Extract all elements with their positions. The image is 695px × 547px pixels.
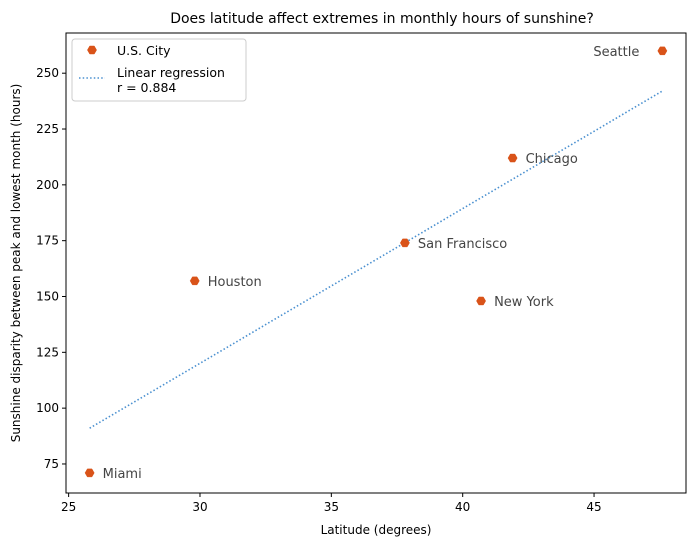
- point-label-new-york: New York: [494, 295, 554, 310]
- data-point-miami: [84, 468, 95, 478]
- y-tick-label: 100: [36, 401, 59, 415]
- point-label-san-francisco: San Francisco: [418, 237, 507, 252]
- y-tick-label: 175: [36, 234, 59, 248]
- point-label-seattle: Seattle: [593, 45, 639, 60]
- data-point-houston: [189, 276, 200, 286]
- legend-label-regression-r: r = 0.884: [117, 80, 176, 95]
- y-tick-label: 125: [36, 345, 59, 359]
- y-tick-label: 250: [36, 66, 59, 80]
- x-axis-ticks: 25 30 35 40 45: [61, 493, 602, 514]
- point-labels-layer: Miami Houston San Francisco New York Chicago…: [103, 45, 640, 482]
- data-point-san-francisco: [400, 238, 410, 248]
- x-tick-label: 35: [324, 500, 339, 514]
- x-axis-label: Latitude (degrees): [321, 523, 432, 537]
- data-point-chicago: [507, 153, 518, 163]
- point-label-miami: Miami: [103, 467, 142, 482]
- y-axis-label: Sunshine disparity between peak and lowe…: [9, 84, 23, 443]
- point-label-chicago: Chicago: [526, 152, 578, 167]
- x-tick-label: 40: [455, 500, 470, 514]
- y-tick-label: 150: [36, 289, 59, 303]
- plot-frame: [65, 32, 687, 494]
- legend-label-city: U.S. City: [117, 43, 171, 58]
- legend-marker-city: [87, 45, 97, 55]
- regression-layer: [89, 90, 663, 429]
- x-tick-label: 30: [192, 500, 207, 514]
- legend-label-regression: Linear regression: [117, 65, 225, 80]
- point-label-houston: Houston: [208, 275, 262, 290]
- y-tick-label: 225: [36, 122, 59, 136]
- chart-title: Does latitude affect extremes in monthly…: [170, 11, 594, 27]
- x-tick-label: 25: [61, 500, 76, 514]
- regression-line: [89, 90, 663, 429]
- legend-box: [71, 38, 247, 102]
- y-tick-label: 200: [36, 178, 59, 192]
- x-tick-label: 45: [586, 500, 601, 514]
- y-axis-ticks: 75 100 125 150 175 200 225 250: [36, 66, 66, 471]
- points-layer: [84, 46, 668, 478]
- y-tick-label: 75: [44, 457, 59, 471]
- data-point-new-york: [476, 296, 486, 306]
- data-point-seattle: [657, 46, 668, 56]
